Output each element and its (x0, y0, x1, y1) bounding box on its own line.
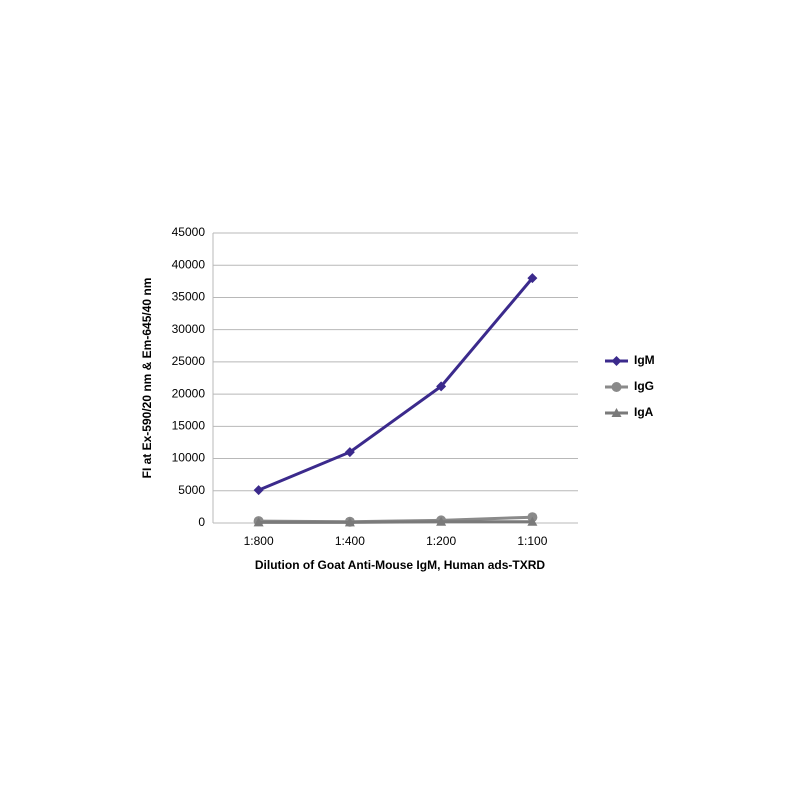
y-tick-label: 40000 (172, 257, 206, 271)
marker-triangle (527, 516, 538, 526)
x-tick-label: 1:100 (517, 534, 547, 548)
marker-diamond (253, 485, 264, 496)
marker-diamond (527, 273, 538, 284)
marker-diamond (611, 356, 622, 366)
x-axis-title: Dilution of Goat Anti-Mouse IgM, Human a… (255, 558, 546, 572)
x-tick-label: 1:800 (244, 534, 274, 548)
marker-triangle (344, 517, 355, 527)
marker-triangle (611, 408, 622, 417)
y-tick-label: 5000 (178, 483, 205, 497)
y-tick-label: 25000 (172, 354, 206, 368)
series-line (258, 277, 534, 492)
legend-label: IgA (634, 405, 654, 419)
y-tick-label: 20000 (172, 386, 206, 400)
series-line (258, 520, 533, 524)
marker-triangle (253, 517, 264, 527)
y-tick-label: 30000 (172, 322, 206, 336)
y-axis-title: FI at Ex-590/20 nm & Em-645/40 nm (140, 278, 154, 479)
marker-diamond (436, 381, 447, 392)
legend-label: IgG (634, 379, 654, 393)
y-tick-label: 35000 (172, 290, 206, 304)
y-tick-label: 15000 (172, 419, 206, 433)
legend-label: IgM (634, 353, 655, 367)
marker-circle (611, 382, 622, 392)
y-tick-label: 45000 (172, 225, 206, 239)
x-tick-label: 1:400 (335, 534, 365, 548)
marker-diamond (344, 447, 355, 458)
y-tick-label: 10000 (172, 451, 206, 465)
marker-triangle (436, 516, 447, 526)
x-tick-label: 1:200 (426, 534, 456, 548)
y-tick-label: 0 (198, 515, 205, 529)
